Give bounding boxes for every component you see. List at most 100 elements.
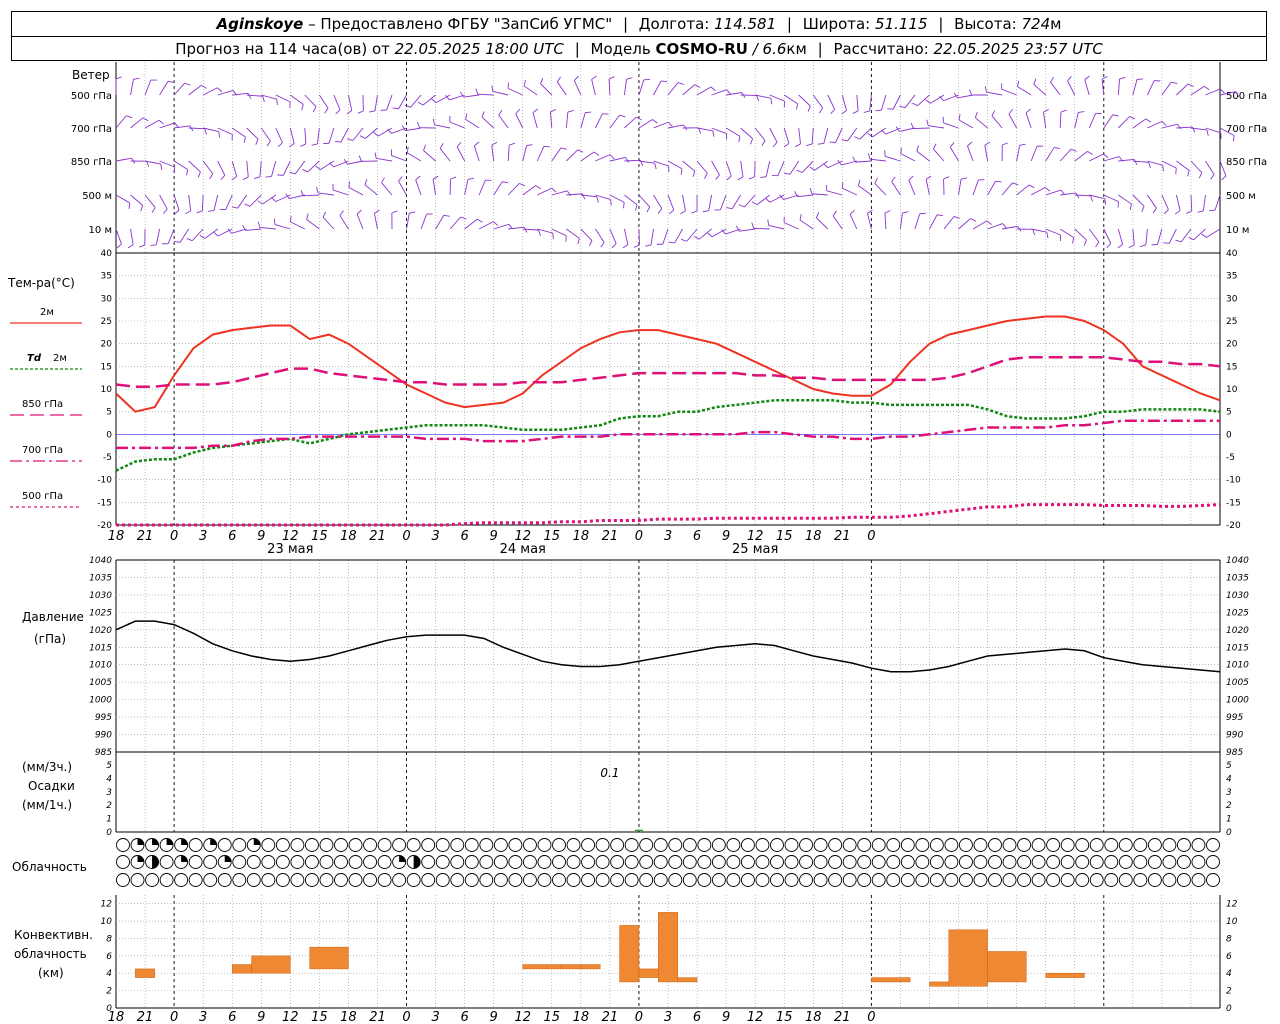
wind-barb-staff [1145,228,1148,245]
wind-barb-flag [174,209,180,215]
wind-barb-staff [696,160,708,174]
wind-barb-flag [432,118,435,125]
cloud-symbol [1162,855,1177,869]
wind-barb-flag [1198,172,1203,179]
wind-barb-staff [884,155,901,162]
wind-barb-flag [160,163,163,171]
wind-barb-staff [465,119,480,129]
wind-barb-staff [769,127,778,143]
wind-barb-flag [953,216,960,219]
wind-barb-staff [246,94,263,97]
wind-barb-flag [677,82,684,85]
wind-barb-staff [1008,113,1018,129]
wind-barb-flag [891,176,896,182]
cloud-circle [711,838,726,852]
wind-barb-flag [415,175,421,181]
wind-barb-staff [173,194,180,211]
wind-barb-staff [783,222,799,230]
wind-barb-staff [1190,127,1207,131]
wind-barb-flag [439,143,444,149]
wind-barb-staff [1074,112,1079,129]
cloud-circle [377,838,392,852]
cloud-circle [334,873,348,887]
cloud-circle [508,873,523,887]
wind-barb-staff [540,83,553,96]
wind-barb-staff [1147,120,1163,129]
precip-tick-label: 4 [106,774,112,784]
wind-barb-staff [537,187,552,196]
cloud-circle [188,855,203,869]
wind-barb-staff [307,160,320,173]
pressure-label-b: (гПа) [34,632,67,646]
wind-barb-staff [957,94,974,99]
wind-barb-flag [197,171,201,178]
conv-bar [987,951,1027,983]
wind-barb-staff [130,194,143,206]
x-tick-label: 18 [340,529,357,544]
cloud-circle [464,838,479,852]
cloud-symbol [857,838,872,852]
wind-barb-flag [1067,75,1072,82]
wind-barb-staff [1101,79,1105,96]
wind-barb-flag [970,218,977,222]
wind-barb-staff [653,121,669,129]
cloud-circle [944,873,959,887]
wind-barb-flag [654,163,657,170]
cloud-symbol [566,873,581,887]
date-label: 23 мая [267,542,313,557]
temp-tick-label-right: 40 [1226,249,1238,259]
wind-barb-staff [144,119,160,129]
wind-barb-staff [914,213,921,230]
cloud-circle [1031,855,1046,869]
wind-barb-staff [929,214,938,230]
cloud-circle [1104,873,1119,887]
cloud-symbol [377,855,392,869]
cloud-circle [929,855,944,869]
cloud-symbol [145,855,160,869]
cloud-circle [392,838,407,852]
x-tick-label: 21 [602,529,619,544]
wind-barb-staff [904,94,916,108]
temp-tick-label: 5 [106,408,112,418]
wind-barb-staff [858,185,872,196]
wind-barb-flag [795,103,799,110]
cloud-symbol [1046,873,1061,887]
wind-barb-staff [491,145,495,162]
cloud-symbol [435,838,450,852]
wind-barb-staff [339,215,349,230]
cloud-symbol [653,838,668,852]
cloud-circle [624,838,639,852]
wind-barb-staff [682,194,686,211]
wind-barb-flag [347,138,354,141]
t500-line [116,503,1221,527]
wind-barb-staff [173,160,188,170]
x-tick-label-bottom: 6 [460,1010,468,1024]
wind-barb-flag [217,87,223,93]
wind-barb-flag [809,187,813,194]
cloud-circle [610,873,625,887]
wind-barb-flag [392,107,399,110]
wind-barb-staff [869,94,872,111]
cloud-symbol [493,855,508,869]
cloud-symbol [522,873,537,887]
wind-barb-staff [566,149,579,162]
pressure-tick-label: 1020 [89,626,112,636]
x-tick-label: 9 [257,529,265,544]
wind-barb-flag [737,176,744,181]
wind-barb-flag [290,215,292,222]
cloud-symbol [508,855,523,869]
wind-barb-staff [662,228,669,245]
cloud-symbol [842,855,857,869]
wind-barb-staff [1146,194,1157,209]
cloud-circle [1206,838,1220,852]
wind-barb-staff [653,160,669,167]
wind-barb-flag [854,136,861,140]
cloud-circle [464,855,479,869]
wind-barb-flag [417,101,424,106]
wind-barb-staff [725,160,732,177]
wind-barb-flag [726,89,731,95]
cloud-symbol [581,855,596,869]
conv-tick-label-right: 0 [1226,1004,1232,1014]
cloud-circle [261,838,276,852]
wind-barb-flag [1060,189,1066,195]
